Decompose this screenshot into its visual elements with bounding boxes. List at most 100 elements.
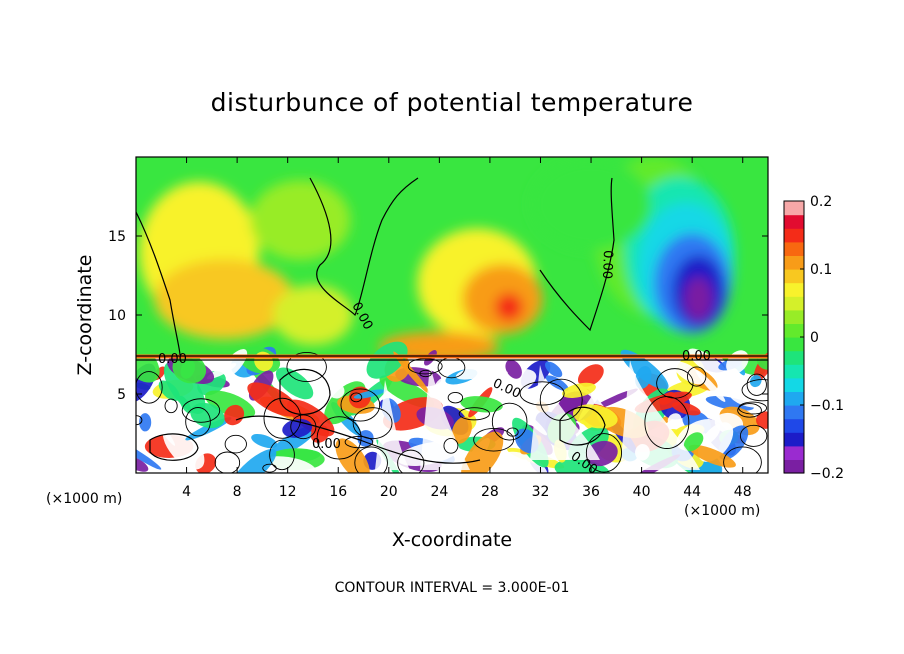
eddy-contour <box>316 416 362 460</box>
x-tick-label: 36 <box>582 484 600 500</box>
zero-contour <box>539 177 615 332</box>
turbulent-patch <box>460 396 503 413</box>
eddy-contour <box>741 379 768 402</box>
x-tick-label: 40 <box>633 484 651 500</box>
y-tick-label: 10 <box>108 308 126 324</box>
colorbar-swatch <box>784 377 804 392</box>
turbulent-patch <box>158 380 180 401</box>
chart-title: disturbunce of potential temperature <box>211 88 694 117</box>
eddy-contour <box>286 351 327 383</box>
field-blob <box>531 159 652 250</box>
eddy-contour <box>352 407 393 440</box>
eddy-contour <box>149 433 199 461</box>
x-tick-label: 12 <box>279 484 297 500</box>
colorbar-swatch <box>784 405 804 420</box>
field-blob <box>250 180 351 261</box>
eddy-contour <box>686 366 707 387</box>
contour-label: 0.00 <box>682 349 711 364</box>
colorbar-ticks: 0.2 0.1 0 −0.1 −0.2 <box>800 194 844 482</box>
eddy-contour <box>340 388 381 422</box>
eddy-contour <box>185 407 211 437</box>
eddy-contour <box>443 437 459 454</box>
eddy-contour <box>737 403 762 418</box>
eddy-contour <box>397 449 425 473</box>
white-plume <box>530 365 600 460</box>
turbulent-patch <box>455 364 498 380</box>
eddy-contour <box>164 398 178 414</box>
turbulent-patch <box>251 433 278 449</box>
contour-label: 0.00 <box>599 250 615 279</box>
turbulent-patch <box>572 404 618 429</box>
turbulent-patch <box>136 438 162 470</box>
colorbar-tick-label: 0.2 <box>810 194 832 210</box>
turbulent-patch <box>545 375 569 392</box>
turbulent-patch <box>667 413 682 427</box>
eddy-contour <box>458 407 490 421</box>
x-tick-label: 48 <box>734 484 752 500</box>
eddy-contour <box>354 446 388 473</box>
zero-contour <box>309 177 419 317</box>
eddy-contour <box>279 368 331 415</box>
x-axis-label: X-coordinate <box>392 529 512 551</box>
colorbar-swatch <box>784 269 804 284</box>
turbulent-patch <box>136 342 160 383</box>
turbulent-patch <box>461 431 504 473</box>
turbulent-patch <box>139 413 152 432</box>
colorbar-swatch <box>784 201 804 216</box>
white-plume <box>375 380 410 470</box>
x-tick-label: 24 <box>430 484 448 500</box>
contour-lines <box>136 177 768 464</box>
field-blob <box>684 277 713 322</box>
turbulent-patch <box>434 377 446 390</box>
field-blob <box>272 285 353 345</box>
field-blob <box>154 259 295 340</box>
turbulent-patch <box>163 361 206 414</box>
x-tick-label: 32 <box>532 484 550 500</box>
eddy-contour <box>739 424 768 447</box>
x-unit-left: (×1000 m) <box>46 491 122 507</box>
turbulent-patch <box>688 444 736 468</box>
turbulent-patch <box>172 354 207 384</box>
turbulent-patch <box>562 382 596 398</box>
x-tick-label: 44 <box>683 484 701 500</box>
colorbar-swatch <box>784 228 804 243</box>
contour-label: 0.00 <box>312 437 341 452</box>
colorbar-swatch <box>784 309 804 324</box>
x-unit-right: (×1000 m) <box>684 503 760 519</box>
turbulent-patch <box>486 370 508 382</box>
x-tick-label: 8 <box>233 484 242 500</box>
eddy-contour <box>746 373 767 396</box>
eddy-contour <box>181 398 221 423</box>
colorbar-swatch <box>784 432 804 447</box>
colorbar-tick-label: −0.1 <box>810 398 844 414</box>
field-blob <box>494 293 523 322</box>
upper-field <box>139 157 735 362</box>
y-tick-label: 5 <box>117 387 126 403</box>
turbulent-patch <box>393 351 430 394</box>
colorbar-swatch <box>784 418 804 433</box>
zero-contour <box>136 211 181 356</box>
colorbar-swatch <box>784 337 804 352</box>
turbulent-patch <box>230 449 277 473</box>
eddy-contour <box>585 433 623 473</box>
eddy-contour <box>473 428 515 452</box>
turbulent-patch <box>505 359 522 379</box>
turbulent-patch <box>247 382 299 417</box>
eddy-contour <box>235 415 481 464</box>
colorbar-swatch <box>784 445 804 460</box>
eddy-contour <box>269 439 295 471</box>
eddy-contour <box>656 368 694 399</box>
x-tick-label: 28 <box>481 484 499 500</box>
turbulent-patch <box>671 401 701 416</box>
turbulent-patch <box>577 364 604 387</box>
turbulent-patch <box>749 375 762 388</box>
colorbar <box>783 200 805 474</box>
colorbar-swatch <box>784 323 804 338</box>
colorbar-swatch <box>784 282 804 297</box>
colorbar-swatch <box>784 214 804 229</box>
turbulent-patch <box>591 388 638 411</box>
eddy-contour <box>419 369 432 378</box>
eddy-contour <box>263 397 302 439</box>
colorbar-swatch <box>784 459 804 474</box>
eddy-contour <box>214 451 241 473</box>
